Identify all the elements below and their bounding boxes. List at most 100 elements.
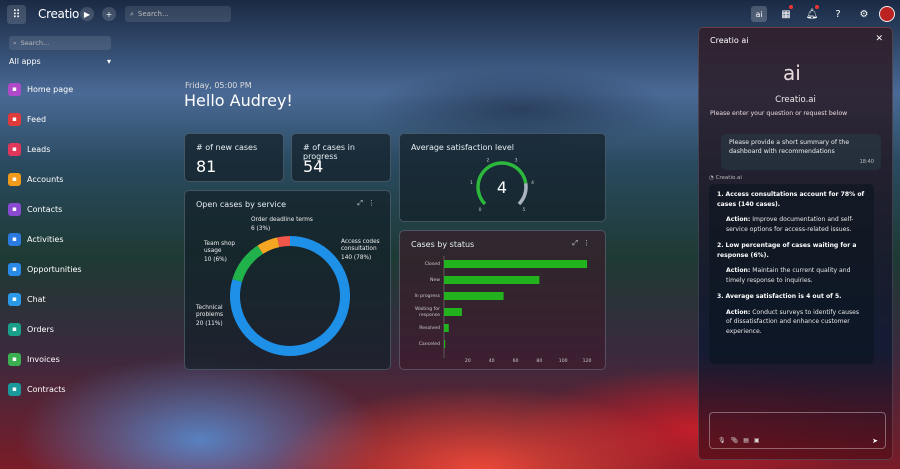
chat-input[interactable]: 🎙︎ 📎︎ ▤ ▣ ➤ — [709, 412, 886, 449]
slice-value: 140 (78%) — [341, 255, 371, 261]
kpi-new-cases[interactable]: # of new cases 81 — [184, 133, 284, 182]
chart-title: Open cases by service — [196, 200, 287, 209]
category-label: response — [419, 312, 440, 318]
search-icon: ⌕ — [13, 38, 17, 47]
recommendation-item: 2. Low percentage of cases waiting for a… — [717, 241, 866, 285]
sidebar: ⌕ Search... All apps ▾ ▪ Home page ▪ Feed ▪ Lea… — [0, 28, 120, 469]
sidebar-item-feed[interactable]: ▪ Feed — [8, 111, 46, 127]
slice-value: 6 (3%) — [251, 226, 270, 232]
kpi-cases-in-progress[interactable]: # of cases in progress 54 — [291, 133, 391, 182]
sidebar-item-label: Contacts — [27, 204, 63, 214]
donut-slice — [230, 236, 350, 356]
bar — [444, 276, 540, 284]
invoices-icon: ▪ — [8, 352, 21, 366]
greeting-date: Friday, 05:00 PM — [185, 81, 252, 90]
category-label: New — [430, 277, 440, 283]
action-label: Action: — [726, 216, 751, 223]
search-placeholder: Search... — [137, 10, 169, 18]
all-apps-dropdown[interactable]: All apps ▾ — [9, 57, 111, 66]
item-number: 2. — [717, 242, 724, 249]
sidebar-item-contacts[interactable]: ▪ Contacts — [8, 201, 62, 217]
feed-icon: ▪ — [8, 112, 21, 126]
x-tick-label: 60 — [513, 358, 519, 364]
x-tick-label: 100 — [559, 358, 568, 364]
sidebar-item-opportunities[interactable]: ▪ Opportunities — [8, 261, 82, 277]
sidebar-item-leads[interactable]: ▪ Leads — [8, 141, 50, 157]
item-heading: Low percentage of cases waiting for a re… — [717, 242, 857, 259]
bot-name: ◔ Creatio.ai — [709, 175, 742, 181]
bar — [444, 340, 446, 348]
gauge-track — [517, 182, 528, 206]
sidebar-item-contracts[interactable]: ▪ Contracts — [8, 381, 66, 397]
category-label: Waiting for — [415, 306, 440, 312]
plus-icon[interactable]: + — [102, 7, 116, 21]
apps-grid-icon[interactable]: ⠿ — [7, 5, 26, 24]
gauge-value: 4 — [497, 178, 507, 197]
x-tick-label: 120 — [583, 358, 592, 364]
close-icon[interactable]: ✕ — [875, 34, 883, 44]
slice-label: Team shop — [203, 241, 235, 247]
attach-icon[interactable]: 📎︎ — [730, 437, 739, 444]
slice-value: 20 (11%) — [196, 321, 223, 327]
card-actions: ⤢⋮ — [357, 199, 380, 208]
contracts-icon: ▪ — [8, 382, 21, 396]
category-label: Closed — [425, 261, 441, 267]
creatio-icon: ◔ — [709, 175, 716, 181]
sidebar-item-label: Opportunities — [27, 264, 82, 274]
top-search-input[interactable]: ⌕ Search... — [125, 6, 231, 22]
greeting: Hello Audrey! — [184, 91, 293, 110]
apps-icon[interactable]: ▦ — [778, 5, 794, 22]
help-icon[interactable]: ? — [835, 8, 841, 20]
sidebar-item-activities[interactable]: ▪ Activities — [8, 231, 64, 247]
send-icon[interactable]: ➤ — [872, 437, 878, 445]
opportunities-icon: ▪ — [8, 262, 21, 276]
action-text: Conduct surveys to identify causes of di… — [726, 308, 860, 335]
sidebar-item-invoices[interactable]: ▪ Invoices — [8, 351, 60, 367]
chart-title: Cases by status — [411, 240, 475, 249]
sidebar-item-accounts[interactable]: ▪ Accounts — [8, 171, 63, 187]
gauge-fill — [476, 161, 528, 206]
sidebar-item-label: Activities — [27, 234, 64, 244]
gauge-tick-label: 1 — [470, 180, 473, 186]
contacts-icon: ▪ — [8, 202, 21, 216]
recommendation-item: 1. Access consultations account for 78% … — [717, 190, 866, 234]
search-placeholder: Search... — [20, 39, 50, 47]
chat-title: Creatio ai — [710, 36, 749, 45]
kpi-value: 54 — [303, 157, 324, 176]
more-icon[interactable]: ⋮ — [368, 199, 380, 207]
action-text: Improve documentation and self-service o… — [726, 216, 854, 233]
user-message: Please provide a short summary of the da… — [721, 134, 881, 170]
chat-icon: ▪ — [8, 292, 21, 306]
ai-icon[interactable]: ai — [751, 6, 767, 22]
satisfaction-gauge-card[interactable]: Average satisfaction level 4 0 1 2 3 4 5 — [399, 133, 606, 222]
recommendation-item: 3. Average satisfaction is 4 out of 5. Ac… — [717, 292, 866, 336]
expand-icon[interactable]: ⤢ — [572, 239, 583, 247]
x-tick-label: 40 — [489, 358, 495, 364]
kpi-value: 81 — [196, 157, 217, 176]
action-label: Action: — [726, 308, 751, 316]
donut-slice — [257, 237, 280, 255]
creatio-logo: Creatio — [38, 7, 80, 21]
image-icon[interactable]: ▣ — [753, 437, 760, 444]
action-label: Action: — [726, 267, 751, 274]
more-icon[interactable]: ⋮ — [583, 239, 595, 247]
cases-by-status-card[interactable]: Cases by status ⤢⋮ Closed New In progress W… — [399, 230, 606, 370]
gear-icon[interactable]: ⚙ — [859, 8, 869, 20]
play-icon[interactable]: ▶ — [80, 7, 94, 21]
ai-subtitle: Please enter your question or request be… — [710, 110, 848, 117]
expand-icon[interactable]: ⤢ — [357, 199, 368, 207]
gauge-tick-label: 4 — [531, 180, 534, 186]
bell-icon[interactable]: 🔔︎ — [804, 5, 820, 22]
sidebar-item-chat[interactable]: ▪ Chat — [8, 291, 46, 307]
open-cases-card[interactable]: Open cases by service ⤢⋮ Access codes con… — [184, 190, 391, 370]
sidebar-item-orders[interactable]: ▪ Orders — [8, 321, 54, 337]
avatar[interactable] — [879, 6, 895, 22]
sidebar-item-home-page[interactable]: ▪ Home page — [8, 81, 73, 97]
accounts-icon: ▪ — [8, 172, 21, 186]
kpi-label: # of new cases — [196, 143, 258, 152]
document-icon[interactable]: ▤ — [743, 437, 749, 444]
item-heading: Access consultations account for 78% of … — [717, 191, 865, 208]
sidebar-search-input[interactable]: ⌕ Search... — [9, 36, 111, 50]
search-icon: ⌕ — [130, 9, 134, 18]
microphone-icon[interactable]: 🎙︎ — [718, 437, 726, 444]
